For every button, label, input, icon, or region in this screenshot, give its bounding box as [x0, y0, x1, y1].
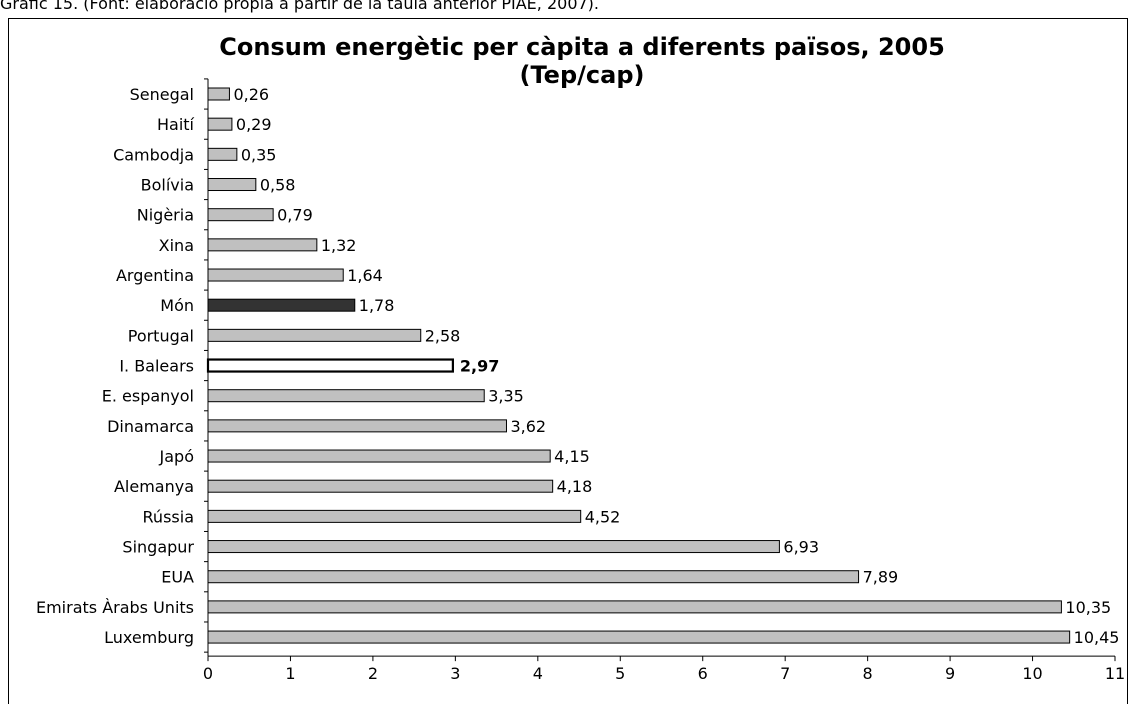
bar-alemanya — [207, 479, 554, 493]
category-label: Singapur — [122, 538, 194, 557]
category-label: Bolívia — [141, 176, 194, 195]
bar-dinamarca — [207, 419, 507, 433]
value-label: 0,26 — [233, 85, 269, 104]
bar-argentina — [207, 268, 344, 282]
category-label: Rússia — [143, 507, 194, 526]
x-tick-label: 8 — [863, 664, 873, 683]
category-label: Xina — [159, 236, 194, 255]
bar-i-balears — [206, 358, 454, 373]
bar-luxemburg — [207, 630, 1071, 644]
chart-subtitle: (Tep/cap) — [520, 61, 645, 89]
value-label: 0,29 — [236, 115, 272, 134]
bar-emirats-arabs-units — [207, 600, 1062, 614]
bar-cambodja — [207, 147, 238, 161]
value-label: 1,32 — [321, 236, 357, 255]
value-label: 2,58 — [425, 326, 461, 345]
category-label: Japó — [159, 447, 194, 466]
value-label: 0,58 — [260, 176, 296, 195]
category-label: Senegal — [130, 85, 194, 104]
figure-caption: Gràfic 15. (Font: elaboració pròpia a pa… — [0, 0, 599, 13]
category-label: Nigèria — [137, 206, 194, 225]
value-label: 1,64 — [347, 266, 383, 285]
bars-layer: Senegal 0,26 Haití 0,29 Cambodja 0,35 Bolívia 0… — [36, 85, 1119, 647]
category-label: Emirats Àrabs Units — [36, 598, 194, 617]
bar-russia — [207, 509, 582, 523]
x-tick-label: 11 — [1105, 664, 1125, 683]
x-tick-label: 7 — [780, 664, 790, 683]
x-tick-label: 4 — [533, 664, 543, 683]
category-label: Cambodja — [113, 145, 194, 164]
value-label: 3,35 — [488, 387, 524, 406]
bar-e-espanyol — [207, 389, 485, 403]
value-label: 0,79 — [277, 206, 313, 225]
x-tick-label: 1 — [285, 664, 295, 683]
axis-layer: 0 1 2 3 4 5 6 7 8 9 10 11 — [203, 78, 1125, 683]
x-tick-label: 3 — [450, 664, 460, 683]
category-label: E. espanyol — [102, 387, 194, 406]
x-tick-label: 10 — [1022, 664, 1042, 683]
chart-frame — [8, 18, 1128, 704]
x-tick-label: 2 — [368, 664, 378, 683]
category-label: Luxemburg — [104, 628, 194, 647]
x-tick-label: 9 — [945, 664, 955, 683]
bar-singapur — [207, 540, 780, 554]
value-label: 4,18 — [557, 477, 593, 496]
x-tick-label: 0 — [203, 664, 213, 683]
bar-bolivia — [207, 178, 257, 192]
x-tick-label: 6 — [698, 664, 708, 683]
category-label: Alemanya — [114, 477, 194, 496]
value-label: 2,97 — [460, 357, 499, 376]
bar-nigeria — [207, 208, 274, 222]
value-label: 3,62 — [510, 417, 546, 436]
bar-mon — [207, 298, 356, 312]
value-label: 10,45 — [1074, 628, 1120, 647]
category-label: Món — [160, 296, 194, 315]
category-label: Portugal — [128, 326, 194, 345]
category-label: I. Balears — [119, 357, 194, 376]
value-label: 0,35 — [241, 145, 277, 164]
x-tick-label: 5 — [615, 664, 625, 683]
value-label: 10,35 — [1065, 598, 1111, 617]
bar-haiti — [207, 117, 233, 131]
category-label: EUA — [161, 568, 194, 587]
bar-eua — [207, 570, 860, 584]
value-label: 4,52 — [585, 507, 621, 526]
value-label: 6,93 — [783, 538, 819, 557]
bar-japo — [207, 449, 551, 463]
category-label: Dinamarca — [107, 417, 194, 436]
chart-title: Consum energètic per càpita a diferents … — [219, 33, 945, 61]
category-label: Argentina — [116, 266, 194, 285]
value-label: 1,78 — [359, 296, 395, 315]
bar-xina — [207, 238, 318, 252]
value-label: 4,15 — [554, 447, 590, 466]
bar-senegal — [207, 87, 230, 101]
value-label: 7,89 — [863, 568, 899, 587]
bar-portugal — [207, 328, 422, 342]
category-label: Haití — [157, 115, 195, 134]
